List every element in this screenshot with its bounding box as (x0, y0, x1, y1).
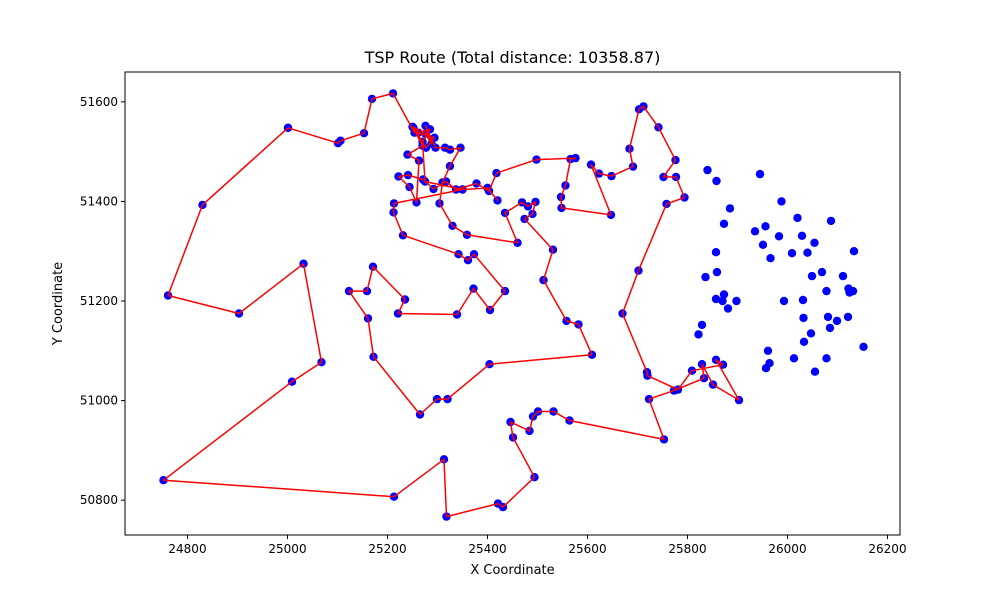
y-tick-label: 51000 (80, 394, 118, 408)
city-point (763, 346, 773, 355)
plot-frame (124, 71, 901, 536)
city-point (766, 254, 775, 263)
city-point (799, 313, 808, 323)
city-point (822, 354, 831, 363)
city-point (697, 320, 707, 330)
city-point (723, 304, 733, 313)
city-point (719, 290, 729, 299)
city-point (807, 271, 817, 281)
city-point (719, 219, 729, 228)
plot-area: 24800 25000 25200 25400 25600 25800 26000 26200… (80, 71, 907, 556)
city-point (799, 337, 809, 346)
city-point (798, 295, 808, 305)
city-point (803, 248, 812, 257)
city-point (826, 216, 836, 226)
city-point (725, 204, 735, 213)
city-point (750, 227, 760, 236)
city-point (825, 323, 835, 333)
city-point (758, 240, 768, 249)
x-tick-label: 26200 (868, 542, 906, 556)
city-point (810, 238, 819, 247)
city-point (797, 231, 807, 240)
city-point (711, 294, 721, 304)
y-tick-label: 51400 (80, 194, 118, 208)
city-point (774, 232, 784, 241)
city-point (701, 272, 710, 282)
city-point (849, 247, 859, 256)
x-tick-label: 26000 (768, 542, 806, 556)
city-points (159, 89, 868, 521)
city-point (822, 286, 831, 296)
x-tick-label: 25600 (568, 542, 606, 556)
x-tick-label: 25200 (368, 542, 406, 556)
city-point (832, 316, 842, 326)
city-point (779, 296, 789, 306)
city-point (703, 165, 712, 175)
city-point (810, 367, 820, 376)
x-axis-label: X Coordinate (470, 563, 554, 578)
city-point (845, 288, 854, 297)
x-tick-label: 25800 (668, 542, 706, 556)
city-point (843, 312, 853, 322)
city-point (806, 329, 816, 338)
city-point (761, 222, 770, 231)
x-tick-label: 24800 (168, 542, 206, 556)
city-point (732, 296, 741, 306)
city-point (777, 197, 786, 206)
y-axis-ticks: 50800 51000 51200 51400 51600 (80, 95, 125, 507)
city-point (859, 342, 868, 351)
x-axis-ticks: 24800 25000 25200 25400 25600 25800 26000 26200 (168, 535, 907, 556)
city-point (712, 267, 722, 277)
city-point (823, 312, 833, 322)
city-point (789, 354, 799, 363)
city-point (718, 296, 727, 306)
x-tick-label: 25000 (268, 542, 306, 556)
city-point (712, 176, 721, 186)
city-point (787, 249, 797, 258)
city-point (838, 271, 848, 281)
city-point (765, 359, 774, 368)
city-point (793, 213, 802, 223)
x-tick-label: 25400 (468, 542, 506, 556)
city-point (694, 330, 703, 339)
city-point (755, 169, 765, 179)
route-line (162, 92, 740, 518)
y-tick-label: 51200 (80, 294, 118, 308)
chart-title: TSP Route (Total distance: 10358.87) (364, 48, 661, 67)
y-tick-label: 50800 (80, 493, 118, 507)
y-tick-label: 51600 (80, 95, 118, 109)
y-axis-label: Y Coordinate (51, 262, 66, 346)
city-point (711, 248, 721, 257)
city-point (817, 267, 827, 277)
